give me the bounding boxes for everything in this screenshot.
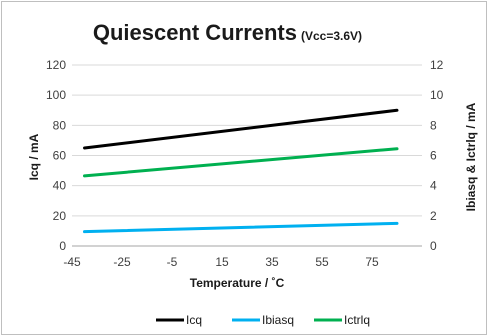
y2-tick-label: 4 xyxy=(430,179,437,193)
legend-label-icq: Icq xyxy=(186,313,202,327)
y2-axis-label: Ibiasq & Ictrlq / mA xyxy=(464,102,478,211)
x-tick-label: 35 xyxy=(265,255,279,269)
y2-tick-label: 12 xyxy=(430,58,444,72)
series-line-ibiasq xyxy=(83,221,399,234)
series-line-icq xyxy=(83,108,399,150)
y-tick-label: 60 xyxy=(53,149,67,163)
chart-title: Quiescent Currents xyxy=(93,20,297,45)
chart-title-sub: (Vcc=3.6V) xyxy=(301,29,362,43)
x-tick-label: -25 xyxy=(113,255,131,269)
y-tick-label: 100 xyxy=(46,88,66,102)
y2-tick-label: 0 xyxy=(430,239,437,253)
x-tick-label: -5 xyxy=(167,255,178,269)
series-line-ictrlq xyxy=(83,147,399,178)
chart-title-main: Quiescent Currents xyxy=(93,20,297,45)
y2-tick-label: 10 xyxy=(430,88,444,102)
y-tick-label: 80 xyxy=(53,118,67,132)
y-tick-label: 40 xyxy=(53,179,67,193)
x-tick-label: 75 xyxy=(365,255,379,269)
y-tick-label: 0 xyxy=(59,239,66,253)
chart: Quiescent Currents (Vcc=3.6V) 0204060801… xyxy=(27,20,478,327)
tick-labels: 0 20 40 60 80 100 120 0 2 4 6 8 10 12 -45 -25 -5 15 35 55 75 xyxy=(46,58,444,269)
legend-label-ictrlq: Ictrlq xyxy=(344,313,370,327)
gridlines xyxy=(72,64,422,247)
y2-tick-label: 8 xyxy=(430,118,437,132)
y-tick-label: 120 xyxy=(46,58,66,72)
y2-tick-label: 2 xyxy=(430,209,437,223)
y-tick-label: 20 xyxy=(53,209,67,223)
x-tick-label: 55 xyxy=(315,255,329,269)
y2-tick-label: 6 xyxy=(430,149,437,163)
legend-label-ibiasq: Ibiasq xyxy=(262,313,294,327)
y-axis-label: Icq / mA xyxy=(27,133,41,180)
x-tick-label: -45 xyxy=(63,255,81,269)
x-tick-label: 15 xyxy=(215,255,229,269)
legend: Icq Ibiasq Ictrlq xyxy=(156,313,370,327)
chart-subtitle: (Vcc=3.6V) xyxy=(301,29,362,43)
series-lines xyxy=(83,108,399,234)
x-axis-label: Temperature / ˚C xyxy=(190,276,285,290)
